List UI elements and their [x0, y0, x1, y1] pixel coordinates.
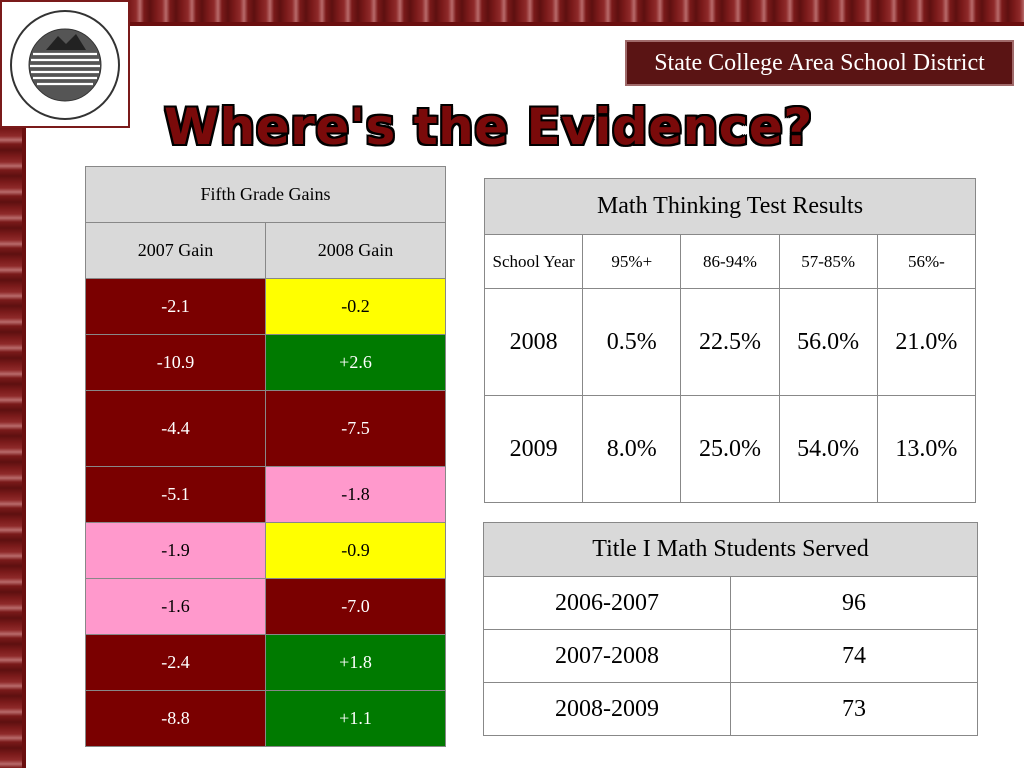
gain-cell: -8.8 [85, 690, 266, 747]
gain-cell: -5.1 [85, 466, 266, 523]
table-row: -1.6 -7.0 [85, 578, 447, 635]
table-title: Title I Math Students Served [482, 522, 979, 577]
table-header-row: School Year 95%+ 86-94% 57-85% 56%- [483, 234, 977, 289]
table-row: -2.4 +1.8 [85, 634, 447, 691]
table-title-row: Title I Math Students Served [482, 522, 979, 577]
count-cell: 74 [729, 629, 979, 683]
percent-cell: 13.0% [876, 395, 977, 503]
gain-cell: -0.2 [264, 278, 447, 335]
math-thinking-results-table: Math Thinking Test Results School Year 9… [483, 178, 977, 503]
column-header-56-minus: 56%- [876, 234, 977, 289]
count-cell: 73 [729, 682, 979, 736]
table-title-row: Fifth Grade Gains [84, 166, 447, 223]
top-band-divider [0, 22, 1024, 26]
table-row: 2009 8.0% 25.0% 54.0% 13.0% [483, 395, 977, 503]
gain-cell: -2.1 [85, 278, 266, 335]
table-header-row: 2007 Gain 2008 Gain [85, 222, 447, 279]
gain-cell: -1.8 [264, 466, 447, 523]
gain-cell: -1.9 [85, 522, 266, 579]
district-seal-icon [10, 10, 120, 120]
count-cell: 96 [729, 576, 979, 630]
title-one-students-table: Title I Math Students Served 2006-2007 9… [482, 522, 979, 736]
column-header-86-94: 86-94% [680, 234, 780, 289]
gain-cell: -2.4 [85, 634, 266, 691]
year-cell: 2008-2009 [483, 682, 731, 736]
gain-cell: +1.8 [264, 634, 447, 691]
column-header-2008: 2008 Gain [264, 222, 447, 279]
table-row: -8.8 +1.1 [85, 690, 447, 747]
table-row: -2.1 -0.2 [85, 278, 447, 335]
year-cell: 2008 [483, 288, 584, 396]
year-cell: 2009 [483, 395, 584, 503]
year-cell: 2007-2008 [483, 629, 731, 683]
column-header-school-year: School Year [483, 234, 584, 289]
table-row: -10.9 +2.6 [85, 334, 447, 391]
percent-cell: 8.0% [582, 395, 682, 503]
table-row: -5.1 -1.8 [85, 466, 447, 523]
table-title-row: Math Thinking Test Results [484, 178, 976, 235]
column-header-57-85: 57-85% [778, 234, 878, 289]
gain-cell: +1.1 [264, 690, 447, 747]
table-row: 2008-2009 73 [483, 682, 979, 736]
gain-cell: -1.6 [85, 578, 266, 635]
gain-cell: -7.0 [264, 578, 447, 635]
slide-title: Where's the Evidence? [164, 98, 813, 156]
column-header-2007: 2007 Gain [85, 222, 266, 279]
gain-cell: -4.4 [85, 390, 266, 467]
percent-cell: 56.0% [778, 288, 878, 396]
percent-cell: 25.0% [680, 395, 780, 503]
table-row: 2008 0.5% 22.5% 56.0% 21.0% [483, 288, 977, 396]
fifth-grade-gains-table: Fifth Grade Gains 2007 Gain 2008 Gain -2… [84, 166, 447, 747]
top-decorative-band [0, 0, 1024, 26]
percent-cell: 0.5% [582, 288, 682, 396]
gain-cell: -10.9 [85, 334, 266, 391]
table-row: -1.9 -0.9 [85, 522, 447, 579]
left-decorative-band [0, 0, 26, 768]
table-row: 2006-2007 96 [483, 576, 979, 630]
percent-cell: 21.0% [876, 288, 977, 396]
percent-cell: 22.5% [680, 288, 780, 396]
district-name-banner: State College Area School District [625, 40, 1014, 86]
column-header-95-plus: 95%+ [582, 234, 682, 289]
left-band-divider [22, 0, 26, 768]
year-cell: 2006-2007 [483, 576, 731, 630]
percent-cell: 54.0% [778, 395, 878, 503]
district-logo [0, 0, 130, 128]
gain-cell: +2.6 [264, 334, 447, 391]
table-row: -4.4 -7.5 [85, 390, 447, 467]
gain-cell: -7.5 [264, 390, 447, 467]
table-title: Math Thinking Test Results [484, 178, 976, 235]
gain-cell: -0.9 [264, 522, 447, 579]
table-row: 2007-2008 74 [483, 629, 979, 683]
table-title: Fifth Grade Gains [84, 166, 447, 223]
